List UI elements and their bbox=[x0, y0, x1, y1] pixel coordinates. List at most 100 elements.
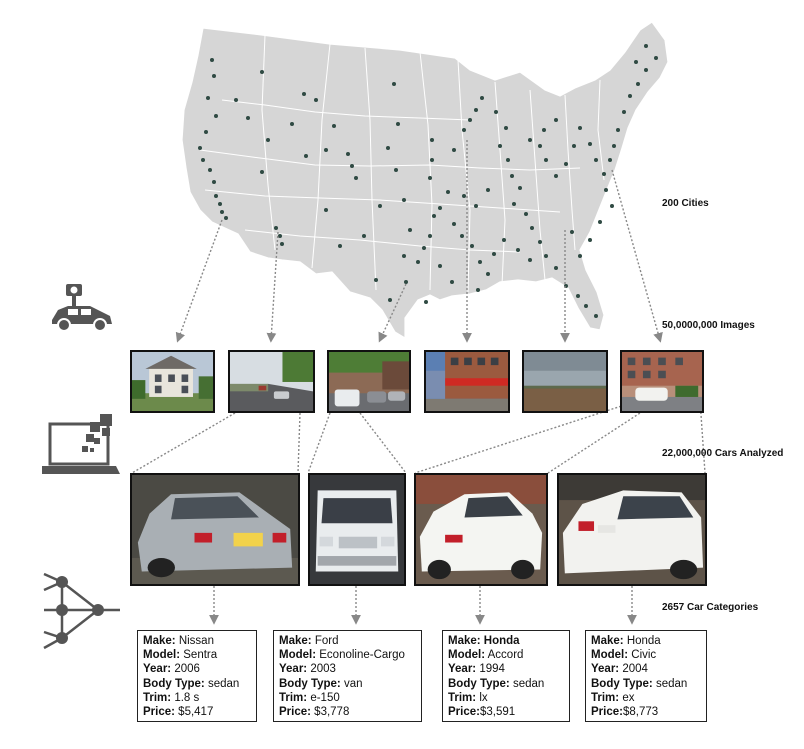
city-dot bbox=[274, 226, 278, 230]
car-info-card: Make: Nissan Model: Sentra Year: 2006 Bo… bbox=[137, 630, 257, 722]
city-dot bbox=[602, 172, 606, 176]
city-dot bbox=[528, 258, 532, 262]
info-price: Price:$8,773 bbox=[591, 706, 659, 719]
city-dot bbox=[588, 142, 592, 146]
info-body-type: Body Type: sedan bbox=[591, 677, 688, 690]
city-dot bbox=[474, 108, 478, 112]
city-dot bbox=[510, 174, 514, 178]
city-dot bbox=[542, 128, 546, 132]
city-dot bbox=[480, 96, 484, 100]
info-trim: Trim: 1.8 s bbox=[143, 691, 200, 704]
city-dot bbox=[424, 300, 428, 304]
city-dot bbox=[452, 148, 456, 152]
info-make: Make: Ford bbox=[279, 635, 339, 647]
city-dot bbox=[290, 122, 294, 126]
info-trim: Trim: e-150 bbox=[279, 691, 340, 704]
city-dot bbox=[588, 238, 592, 242]
label-images: 50,0000,000 Images bbox=[662, 320, 755, 331]
us-map-outline bbox=[181, 21, 669, 340]
city-dot bbox=[578, 126, 582, 130]
city-dot bbox=[324, 148, 328, 152]
city-dot bbox=[354, 176, 358, 180]
label-cars-analyzed: 22,000,000 Cars Analyzed bbox=[662, 448, 784, 459]
car-image-nissan-sentra bbox=[130, 473, 300, 586]
street-image-field bbox=[522, 350, 608, 413]
info-model: Model: Accord bbox=[448, 649, 524, 662]
city-dot bbox=[576, 294, 580, 298]
city-dot bbox=[246, 116, 250, 120]
city-dot bbox=[416, 260, 420, 264]
city-dot bbox=[554, 118, 558, 122]
city-dot bbox=[260, 170, 264, 174]
city-dot bbox=[394, 168, 398, 172]
city-dot bbox=[628, 94, 632, 98]
city-dot bbox=[338, 244, 342, 248]
city-dot bbox=[278, 234, 282, 238]
city-dot bbox=[198, 146, 202, 150]
city-dot bbox=[201, 158, 205, 162]
city-dot bbox=[570, 230, 574, 234]
city-dot bbox=[350, 164, 354, 168]
info-model: Model: Civic bbox=[591, 649, 657, 662]
city-dot bbox=[432, 214, 436, 218]
city-dot bbox=[462, 194, 466, 198]
city-dot bbox=[346, 152, 350, 156]
city-dot bbox=[404, 280, 408, 284]
city-dot bbox=[492, 252, 496, 256]
street-image-street-trees bbox=[327, 350, 411, 413]
city-dot bbox=[212, 180, 216, 184]
city-dot bbox=[302, 92, 306, 96]
city-dot bbox=[218, 202, 222, 206]
car-info-card: Make: Ford Model: Econoline-Cargo Year: … bbox=[273, 630, 422, 722]
city-dot bbox=[644, 68, 648, 72]
city-dot bbox=[476, 288, 480, 292]
city-dot bbox=[538, 144, 542, 148]
city-dot bbox=[324, 208, 328, 212]
street-image-house bbox=[130, 350, 215, 413]
city-dot bbox=[564, 162, 568, 166]
city-dot bbox=[430, 138, 434, 142]
city-dot bbox=[594, 314, 598, 318]
info-make: Make: Honda bbox=[591, 635, 661, 647]
city-dot bbox=[422, 246, 426, 250]
city-dot bbox=[214, 114, 218, 118]
city-dot bbox=[224, 216, 228, 220]
info-body-type: Body Type: sedan bbox=[143, 677, 240, 690]
city-dot bbox=[498, 144, 502, 148]
city-dot bbox=[572, 144, 576, 148]
info-year: Year: 1994 bbox=[448, 663, 505, 676]
city-dot bbox=[584, 304, 588, 308]
city-dot bbox=[428, 234, 432, 238]
info-price: Price:$3,591 bbox=[448, 706, 516, 719]
info-year: Year: 2003 bbox=[279, 663, 336, 676]
street-view-camera-car-icon bbox=[52, 284, 112, 332]
city-dot bbox=[598, 220, 602, 224]
city-dot bbox=[608, 158, 612, 162]
info-trim: Trim: lx bbox=[448, 691, 488, 704]
city-dot bbox=[210, 58, 214, 62]
city-dot bbox=[386, 146, 390, 150]
city-dot bbox=[304, 154, 308, 158]
city-dot bbox=[460, 234, 464, 238]
label-car-categories: 2657 Car Categories bbox=[662, 602, 759, 613]
city-dot bbox=[538, 240, 542, 244]
city-dot bbox=[554, 174, 558, 178]
city-dot bbox=[314, 98, 318, 102]
city-dot bbox=[428, 176, 432, 180]
neural-network-icon bbox=[43, 572, 120, 650]
city-dot bbox=[612, 144, 616, 148]
city-dot bbox=[594, 158, 598, 162]
city-dot bbox=[636, 82, 640, 86]
city-dot bbox=[450, 280, 454, 284]
city-dot bbox=[524, 212, 528, 216]
city-dot bbox=[204, 130, 208, 134]
street-image-parking bbox=[620, 350, 704, 413]
city-dot bbox=[438, 264, 442, 268]
label-cities: 200 Cities bbox=[662, 198, 709, 209]
info-price: Price: $3,778 bbox=[279, 706, 350, 719]
city-dot bbox=[530, 226, 534, 230]
info-body-type: Body Type: sedan bbox=[448, 677, 545, 690]
city-dot bbox=[634, 60, 638, 64]
street-image-storefront bbox=[424, 350, 510, 413]
city-dot bbox=[622, 110, 626, 114]
